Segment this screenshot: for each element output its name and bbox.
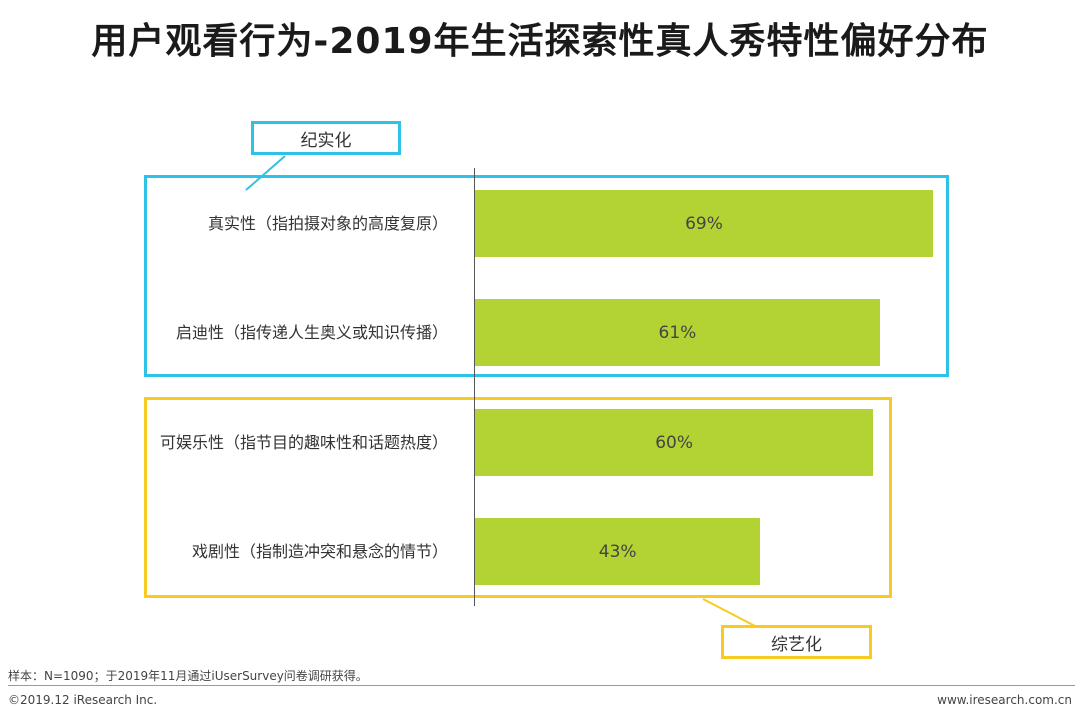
group-tag-documentary: 纪实化 [251, 121, 401, 155]
group-tag-label: 纪实化 [300, 130, 352, 151]
bar-1 [475, 190, 933, 257]
bar-value-label: 61% [658, 322, 697, 343]
group-frame-variety [144, 397, 892, 598]
category-label: 戏剧性（指制造冲突和悬念的情节） [191, 541, 448, 561]
bar-value-label: 60% [655, 432, 694, 453]
category-label: 启迪性（指传递人生奥义或知识传播） [175, 322, 448, 342]
group-tag-label: 综艺化 [771, 634, 822, 655]
bar-4 [475, 518, 761, 585]
bar-value-label: 43% [598, 541, 637, 562]
group-tag-variety: 综艺化 [721, 625, 872, 659]
connector-documentary [245, 155, 286, 191]
footer-divider [8, 685, 1075, 686]
copyright-text: ©2019.12 iResearch Inc. [8, 693, 158, 707]
category-label: 真实性（指拍摄对象的高度复原） [207, 213, 448, 233]
bar-3 [475, 409, 874, 476]
sample-note: 样本：N=1090；于2019年11月通过iUserSurvey问卷调研获得。 [8, 669, 368, 683]
connector-variety [702, 598, 756, 627]
bar-2 [475, 299, 880, 366]
group-frame-documentary [144, 175, 949, 377]
category-axis-line [474, 168, 475, 606]
page-title: 用户观看行为-2019年生活探索性真人秀特性偏好分布 [91, 21, 989, 62]
category-label: 可娱乐性（指节目的趣味性和话题热度） [159, 432, 448, 452]
website-text: www.iresearch.com.cn [937, 693, 1072, 707]
bar-value-label: 69% [685, 213, 723, 234]
